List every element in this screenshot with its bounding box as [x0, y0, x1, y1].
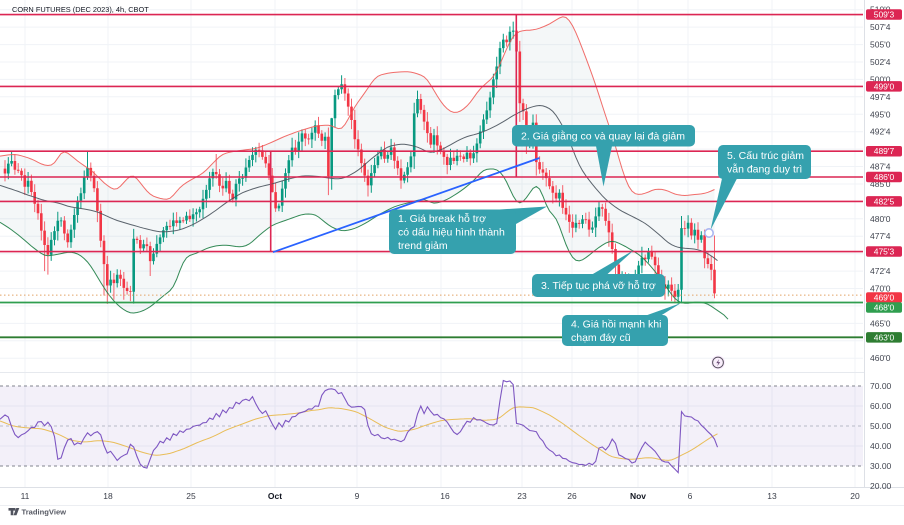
- svg-text:25: 25: [186, 491, 196, 501]
- svg-text:vẫn đang duy trì: vẫn đang duy trì: [727, 162, 802, 175]
- svg-text:468'0: 468'0: [874, 302, 895, 312]
- svg-text:460'0: 460'0: [870, 353, 891, 363]
- svg-text:482'5: 482'5: [874, 196, 895, 206]
- svg-text:Nov: Nov: [630, 491, 646, 501]
- svg-text:497'4: 497'4: [870, 92, 891, 102]
- svg-text:13: 13: [767, 491, 777, 501]
- svg-text:5. Cấu trúc giảm: 5. Cấu trúc giảm: [727, 150, 804, 162]
- svg-text:1. Giá break hỗ trợ: 1. Giá break hỗ trợ: [398, 212, 486, 225]
- svg-text:18: 18: [103, 491, 113, 501]
- svg-text:CORN FUTURES (DEC 2023), 4h, C: CORN FUTURES (DEC 2023), 4h, CBOT: [12, 5, 149, 14]
- svg-text:có dấu hiệu hình thành: có dấu hiệu hình thành: [398, 226, 505, 238]
- svg-text:463'0: 463'0: [874, 332, 895, 342]
- svg-text:TradingView: TradingView: [22, 508, 67, 517]
- svg-text:499'0: 499'0: [874, 81, 895, 91]
- svg-text:16: 16: [440, 491, 450, 501]
- svg-text:20: 20: [850, 491, 860, 501]
- svg-text:470'0: 470'0: [870, 284, 891, 294]
- svg-text:469'0: 469'0: [874, 293, 895, 303]
- svg-text:502'4: 502'4: [870, 57, 891, 67]
- svg-text:6: 6: [688, 491, 693, 501]
- svg-text:23: 23: [517, 491, 527, 501]
- svg-text:4. Giá hồi mạnh khi: 4. Giá hồi mạnh khi: [571, 318, 661, 330]
- svg-text:472'4: 472'4: [870, 266, 891, 276]
- svg-text:489'7: 489'7: [874, 146, 895, 156]
- svg-text:9: 9: [355, 491, 360, 501]
- svg-text:509'3: 509'3: [874, 10, 895, 20]
- svg-text:trend giảm: trend giảm: [398, 240, 448, 252]
- svg-text:475'3: 475'3: [874, 247, 895, 257]
- svg-text:477'4: 477'4: [870, 231, 891, 241]
- svg-text:465'0: 465'0: [870, 318, 891, 328]
- svg-text:3. Tiếp tục phá vỡ hỗ trợ: 3. Tiếp tục phá vỡ hỗ trợ: [541, 279, 656, 292]
- svg-text:26: 26: [567, 491, 577, 501]
- svg-text:40.00: 40.00: [870, 441, 892, 451]
- svg-text:487'4: 487'4: [870, 162, 891, 172]
- svg-text:500'0: 500'0: [870, 74, 891, 84]
- svg-text:11: 11: [21, 491, 30, 501]
- svg-text:507'4: 507'4: [870, 22, 891, 32]
- svg-text:60.00: 60.00: [870, 401, 892, 411]
- svg-text:chạm đáy cũ: chạm đáy cũ: [571, 332, 631, 344]
- svg-text:495'0: 495'0: [870, 109, 891, 119]
- svg-text:20.00: 20.00: [870, 481, 892, 491]
- svg-text:480'0: 480'0: [870, 214, 891, 224]
- svg-text:485'0: 485'0: [870, 179, 891, 189]
- svg-text:492'4: 492'4: [870, 127, 891, 137]
- svg-text:Oct: Oct: [268, 491, 282, 501]
- svg-text:70.00: 70.00: [870, 381, 892, 391]
- svg-text:30.00: 30.00: [870, 461, 892, 471]
- svg-text:50.00: 50.00: [870, 421, 892, 431]
- svg-text:2. Giá giằng co và quay lại đà: 2. Giá giằng co và quay lại đà giảm: [521, 129, 685, 142]
- svg-text:505'0: 505'0: [870, 40, 891, 50]
- svg-text:486'0: 486'0: [874, 172, 895, 182]
